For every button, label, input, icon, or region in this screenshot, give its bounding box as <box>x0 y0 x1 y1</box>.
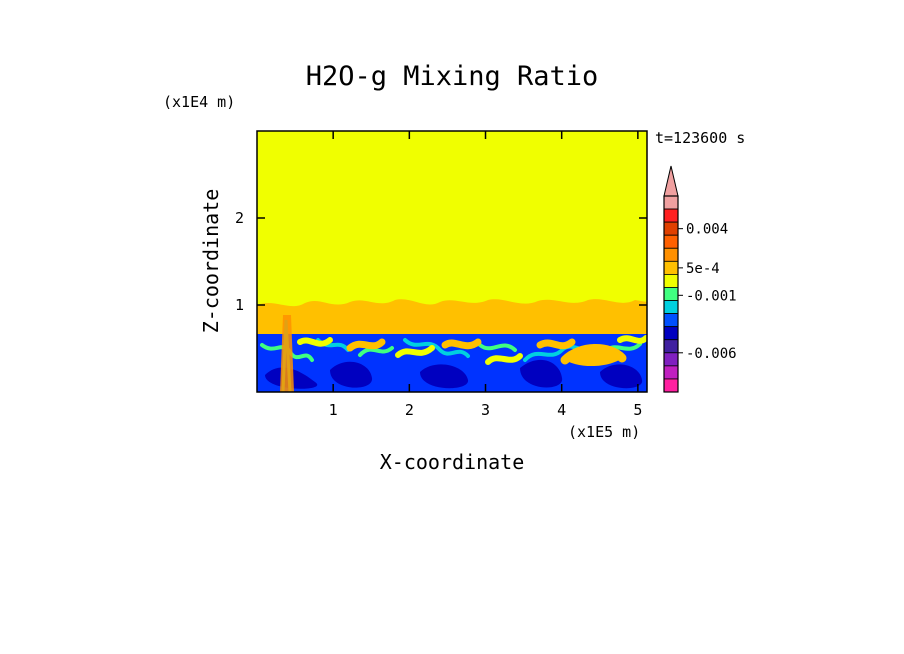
y-ticks: 12 <box>235 209 647 314</box>
x-ticks: 1 2 3 4 5 <box>329 131 642 419</box>
y-tick-label: 2 <box>235 209 244 227</box>
x-tick-label: 5 <box>633 401 642 419</box>
colorbar-level <box>663 300 679 314</box>
colorbar-level <box>663 221 679 236</box>
x-tick-label: 2 <box>405 401 414 419</box>
x-scale-label: (x1E5 m) <box>568 423 640 441</box>
colorbar-level <box>663 195 679 210</box>
colorbar-label: -0.001 <box>686 288 737 304</box>
colorbar-level <box>663 378 679 393</box>
chart-title: H2O-g Mixing Ratio <box>306 61 599 92</box>
colorbar-label: 0.004 <box>686 222 728 238</box>
warm-cell <box>562 346 625 367</box>
colorbar-level <box>663 260 679 275</box>
colorbar-frame <box>663 195 679 393</box>
contour-field <box>257 131 647 392</box>
deep-blue-patches <box>265 359 643 389</box>
colorbar-level <box>663 247 679 262</box>
colorbar-level <box>663 313 679 328</box>
colorbar-level <box>663 352 679 367</box>
colorbar-level <box>663 339 679 354</box>
colorbar-level <box>663 287 679 301</box>
warm-plume <box>280 315 294 392</box>
colorbar-level <box>663 234 679 249</box>
x-tick-label: 3 <box>481 401 490 419</box>
x-axis-label: X-coordinate <box>380 450 525 474</box>
x-tick-label: 1 <box>329 401 338 419</box>
plot-frame <box>256 130 648 393</box>
colorbar-level <box>663 365 679 380</box>
colorbar-label: -0.006 <box>686 346 737 362</box>
y-axis-label: Z-coordinate <box>199 189 223 334</box>
colorbar-level <box>663 208 679 223</box>
y-tick-label: 1 <box>235 296 244 314</box>
colorbar: 0.004 5e-4 -0.001 -0.006 <box>663 165 737 393</box>
colorbar-arrow <box>663 165 679 197</box>
colorbar-label: 5e-4 <box>686 261 720 277</box>
time-label: t=123600 s <box>655 129 745 147</box>
colorbar-level <box>663 273 679 288</box>
y-scale-label: (x1E4 m) <box>163 93 235 111</box>
colorbar-level <box>663 326 679 341</box>
x-tick-label: 4 <box>557 401 566 419</box>
